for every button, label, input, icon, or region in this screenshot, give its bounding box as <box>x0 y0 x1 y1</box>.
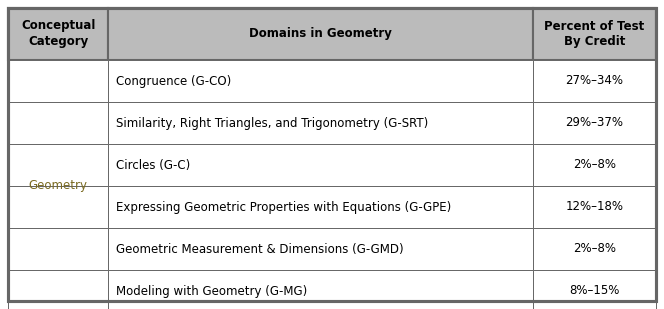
Bar <box>108 102 533 144</box>
Bar <box>533 144 656 186</box>
Text: Geometry: Geometry <box>29 180 88 193</box>
Text: 29%–37%: 29%–37% <box>566 116 623 129</box>
Bar <box>8 102 108 144</box>
Text: 8%–15%: 8%–15% <box>569 285 620 298</box>
Bar <box>108 8 533 60</box>
Bar <box>108 270 533 309</box>
Bar <box>108 186 533 228</box>
Text: Geometric Measurement & Dimensions (G-GMD): Geometric Measurement & Dimensions (G-GM… <box>116 243 404 256</box>
Text: 2%–8%: 2%–8% <box>573 159 616 171</box>
Text: Expressing Geometric Properties with Equations (G-GPE): Expressing Geometric Properties with Equ… <box>116 201 452 214</box>
Bar <box>533 102 656 144</box>
Text: Modeling with Geometry (G-MG): Modeling with Geometry (G-MG) <box>116 285 307 298</box>
Bar <box>8 186 108 228</box>
Text: Similarity, Right Triangles, and Trigonometry (G-SRT): Similarity, Right Triangles, and Trigono… <box>116 116 429 129</box>
Bar <box>533 60 656 102</box>
Bar <box>108 228 533 270</box>
Text: 12%–18%: 12%–18% <box>566 201 623 214</box>
Bar <box>8 60 108 102</box>
Bar <box>533 270 656 309</box>
Bar <box>8 144 108 186</box>
Text: 27%–34%: 27%–34% <box>566 74 623 87</box>
Bar <box>8 8 108 60</box>
Bar <box>108 144 533 186</box>
Bar <box>533 186 656 228</box>
Text: Conceptual
Category: Conceptual Category <box>21 19 96 49</box>
Bar <box>8 270 108 309</box>
Text: Circles (G-C): Circles (G-C) <box>116 159 191 171</box>
Bar <box>533 8 656 60</box>
Text: 2%–8%: 2%–8% <box>573 243 616 256</box>
Bar <box>108 60 533 102</box>
Text: Congruence (G-CO): Congruence (G-CO) <box>116 74 232 87</box>
Bar <box>533 228 656 270</box>
Text: Domains in Geometry: Domains in Geometry <box>249 28 392 40</box>
Bar <box>8 228 108 270</box>
Text: Percent of Test
By Credit: Percent of Test By Credit <box>544 19 645 49</box>
